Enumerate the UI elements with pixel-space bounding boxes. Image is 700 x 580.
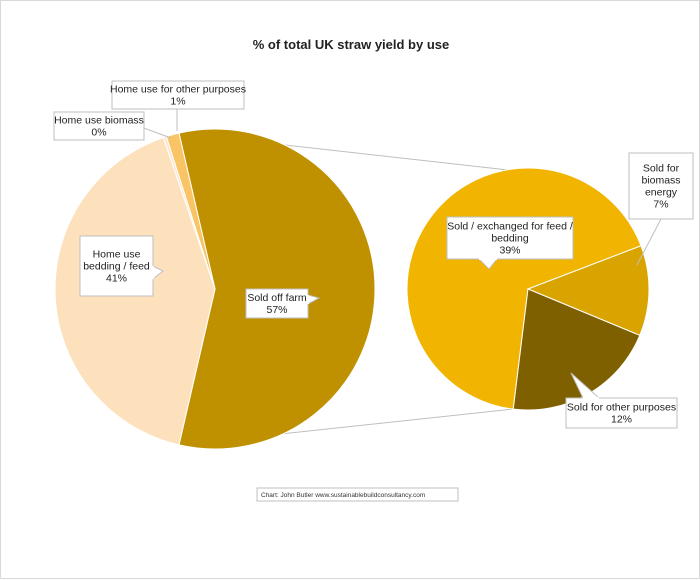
data-label-value: 41% [106, 273, 127, 285]
source-note-box [256, 487, 459, 502]
data-label-text: Home use biomass [54, 115, 144, 127]
data-label-box [628, 152, 694, 220]
leader-line [636, 218, 662, 266]
source-note: Chart: John Butler www.sustainablebuildc… [256, 487, 459, 502]
data-label-text: biomass [641, 175, 680, 187]
data-label-text: Home use [93, 249, 141, 261]
data-label-text: Home use for other purposes [110, 84, 246, 96]
data-label-value: 12% [611, 414, 632, 426]
data-label-value: 7% [653, 199, 668, 211]
data-label-text: energy [645, 187, 678, 199]
data-label-box [79, 235, 154, 297]
data-label-value: 0% [91, 127, 106, 139]
data-label-box [53, 111, 145, 141]
secondary-pie [406, 167, 650, 411]
data-label-box [245, 288, 309, 319]
data-label-box [565, 397, 678, 429]
data-label-box [111, 80, 245, 110]
data-label-value: 1% [170, 96, 185, 108]
data-label-box [446, 216, 574, 260]
data-label-value: 57% [266, 304, 287, 316]
data-label-text: bedding / feed [83, 261, 150, 273]
data-label-text: Sold for [643, 163, 680, 175]
data-label-text: Sold for other purposes [567, 402, 676, 414]
chart-title: % of total UK straw yield by use [253, 37, 450, 52]
data-label-text: Sold off farm [247, 292, 307, 304]
data-label-text: Sold / exchanged for feed / [447, 221, 573, 233]
source-note-text: Chart: John Butler www.sustainablebuildc… [261, 492, 425, 499]
pie-slice-sold-for-biomass-energy [526, 245, 650, 336]
leader-line [140, 126, 172, 139]
data-label-value: 39% [499, 245, 520, 257]
data-label-text: bedding [491, 233, 529, 245]
